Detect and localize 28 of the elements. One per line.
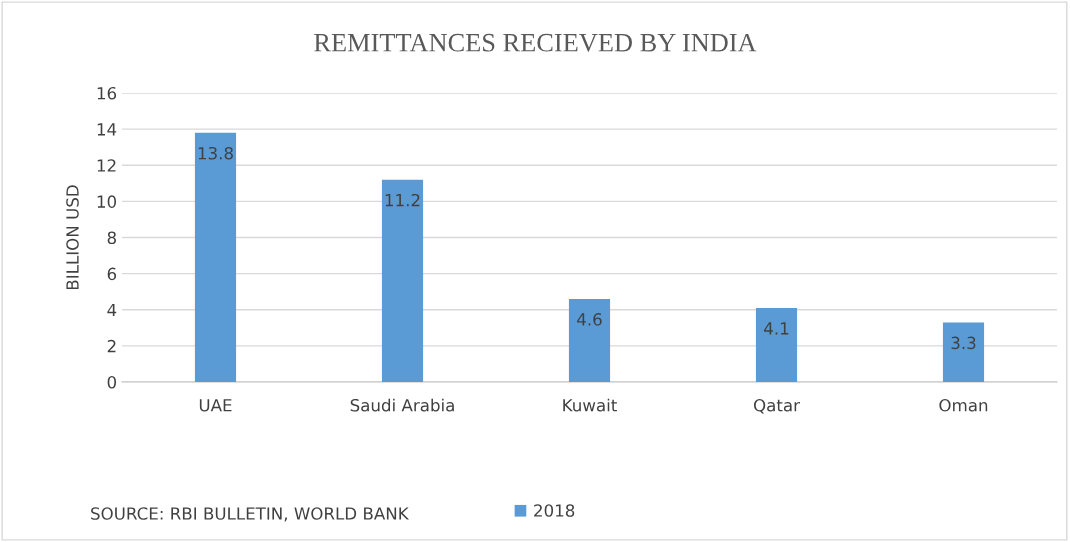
data-label: 11.2 — [385, 193, 420, 207]
bar — [942, 322, 985, 382]
source-note: SOURCE: RBI BULLETIN, WORLD BANK — [91, 507, 410, 522]
bar — [568, 298, 611, 382]
y-tick-label: 0 — [107, 375, 117, 389]
chart-title: REMITTANCES RECIEVED BY INDIA — [314, 33, 757, 52]
bar — [755, 307, 798, 382]
x-tick-label: Saudi Arabia — [350, 398, 454, 412]
bar — [194, 132, 237, 382]
data-label: 4.6 — [577, 313, 602, 326]
x-tick-label: UAE — [199, 399, 232, 412]
x-tick-label: Oman — [939, 398, 988, 412]
y-tick-label: 12 — [97, 159, 116, 172]
x-tick-label: Kuwait — [563, 398, 617, 412]
bar — [381, 179, 424, 382]
data-label: 4.1 — [764, 322, 789, 335]
y-tick-label: 2 — [107, 339, 116, 353]
data-label: 3.3 — [951, 336, 976, 350]
y-axis-title: BILLION USD — [66, 185, 79, 290]
y-tick-label: 14 — [97, 123, 117, 136]
legend-label: 2018 — [534, 504, 575, 517]
y-tick-label: 16 — [97, 86, 117, 100]
y-tick-label: 4 — [107, 303, 117, 317]
y-tick-label: 8 — [107, 231, 116, 245]
y-tick-label: 10 — [97, 195, 117, 208]
data-label: 13.8 — [198, 146, 233, 160]
y-tick-label: 6 — [107, 267, 117, 281]
x-tick-label: Qatar — [753, 398, 800, 414]
